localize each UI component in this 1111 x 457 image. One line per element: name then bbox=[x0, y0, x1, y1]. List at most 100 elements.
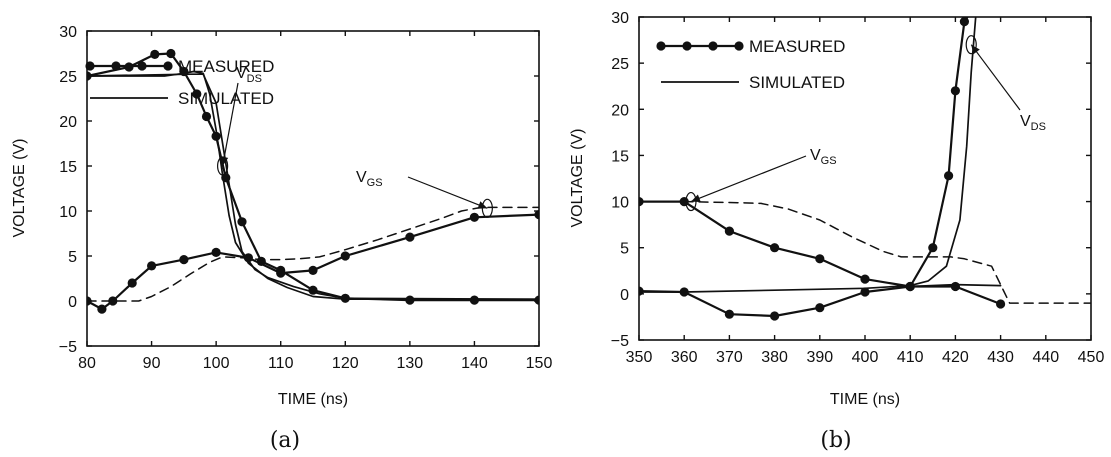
data-point-a-1-5 bbox=[179, 255, 189, 265]
series-group-a bbox=[87, 48, 539, 314]
annotations-group-b: VGS VDS bbox=[685, 35, 1046, 212]
data-point-a-0-2 bbox=[150, 49, 160, 60]
data-point-a-0-9 bbox=[237, 217, 247, 227]
data-point-b-1-5 bbox=[860, 287, 870, 297]
y-tick-label-a-2: 5 bbox=[68, 249, 77, 266]
series-a-4-dashed-line bbox=[87, 206, 539, 302]
series-group-b bbox=[639, 3, 1091, 321]
legend-marker-b-0-1 bbox=[682, 41, 692, 51]
x-tick-label-b-8: 430 bbox=[987, 349, 1014, 366]
annotation-arrow-a-1 bbox=[407, 176, 488, 209]
data-point-b-0-2 bbox=[724, 226, 735, 236]
annotation-arrow-b-1 bbox=[970, 44, 1021, 111]
plot-frame-a bbox=[86, 30, 540, 347]
y-tick-label-a-3: 10 bbox=[59, 204, 77, 221]
data-point-b-1-2 bbox=[724, 309, 735, 319]
x-tick-label-b-7: 420 bbox=[942, 349, 969, 366]
data-point-b-1-8 bbox=[944, 171, 954, 181]
annotation-ellipse-a-0 bbox=[217, 156, 229, 176]
data-point-a-1-13 bbox=[534, 210, 539, 220]
series-b-3-simulated-line bbox=[639, 17, 977, 293]
x-tick-label-a-4: 120 bbox=[332, 355, 359, 372]
data-point-a-1-3 bbox=[127, 278, 137, 288]
data-point-b-0-5 bbox=[860, 274, 870, 284]
data-point-a-0-5 bbox=[192, 89, 202, 99]
series-b-4-simulated-line bbox=[909, 283, 1002, 288]
data-point-b-1-10 bbox=[959, 17, 970, 27]
legend-marker-a-0-2 bbox=[137, 61, 147, 71]
y-axis-title-b: VOLTAGE (V) bbox=[569, 129, 586, 228]
chart-b: 350 360 370 380 390 400 410 420 430 440 450 −5 0 5 10 1… bbox=[569, 3, 1105, 453]
x-tick-label-b-0: 350 bbox=[626, 349, 653, 366]
data-point-b-0-4 bbox=[815, 254, 825, 264]
annotations-group-a: VDS VGS bbox=[217, 65, 493, 218]
y-axis-title-a: VOLTAGE (V) bbox=[11, 139, 28, 238]
x-tick-label-b-3: 380 bbox=[761, 349, 788, 366]
legend-marker-a-0-3 bbox=[163, 61, 173, 71]
legend-b: MEASURED SIMULATED bbox=[656, 37, 845, 92]
x-tick-label-b-5: 400 bbox=[852, 349, 879, 366]
chart-a: 80 90 100 110 120 130 140 150 −5 0 5 10 15 20 25 30 VDS… bbox=[11, 24, 552, 453]
x-tick-label-b-6: 410 bbox=[897, 349, 924, 366]
legend-marker-a-0-1 bbox=[111, 61, 121, 71]
caption-b: (b) bbox=[820, 428, 851, 453]
legend-marker-b-0-3 bbox=[734, 41, 744, 51]
legend-marker-a-0-0 bbox=[85, 61, 95, 71]
y-tick-label-b-6: 25 bbox=[611, 56, 629, 73]
data-point-b-2-2 bbox=[996, 299, 1006, 309]
y-tick-label-a-6: 25 bbox=[59, 69, 77, 86]
series-b-5-dashed-line bbox=[639, 200, 1091, 304]
x-tick-label-a-6: 140 bbox=[461, 355, 488, 372]
data-point-a-1-1 bbox=[97, 304, 107, 314]
data-point-a-0-3 bbox=[166, 48, 176, 59]
ticks-group-a: 80 90 100 110 120 130 140 150 −5 0 5 10 15 20 25 30 bbox=[59, 24, 553, 372]
x-axis-title-a: TIME (ns) bbox=[278, 391, 348, 408]
y-tick-label-b-0: −5 bbox=[611, 333, 629, 350]
data-point-a-0-14 bbox=[405, 295, 415, 305]
x-tick-label-b-10: 450 bbox=[1078, 349, 1105, 366]
y-tick-label-a-4: 15 bbox=[59, 159, 77, 176]
legend-label-b-0: MEASURED bbox=[749, 37, 845, 56]
ticks-group-b: 350 360 370 380 390 400 410 420 430 440 450 −5 0 5 10 1… bbox=[611, 10, 1105, 366]
data-point-b-0-3 bbox=[770, 243, 780, 253]
x-tick-label-a-3: 110 bbox=[268, 355, 294, 372]
legend-marker-b-0-2 bbox=[708, 41, 718, 51]
y-tick-label-b-7: 30 bbox=[611, 10, 629, 27]
annotation-ellipse-b-0 bbox=[685, 191, 697, 212]
annotation-ellipse-b-1 bbox=[965, 35, 977, 55]
x-tick-label-a-2: 100 bbox=[203, 355, 230, 372]
x-tick-label-a-7: 150 bbox=[526, 355, 553, 372]
data-point-b-1-11 bbox=[969, 3, 978, 12]
x-tick-label-a-1: 90 bbox=[143, 355, 161, 372]
x-tick-label-a-5: 130 bbox=[397, 355, 424, 372]
data-point-b-1-7 bbox=[928, 243, 938, 253]
legend-label-a-1: SIMULATED bbox=[178, 89, 274, 108]
legend-marker-b-0-0 bbox=[656, 41, 666, 51]
y-tick-label-b-5: 20 bbox=[611, 102, 629, 119]
data-point-a-1-11 bbox=[405, 232, 415, 242]
data-point-b-1-3 bbox=[770, 311, 780, 321]
data-point-a-1-8 bbox=[276, 268, 286, 278]
x-tick-label-b-9: 440 bbox=[1032, 349, 1059, 366]
data-point-a-1-10 bbox=[340, 251, 350, 261]
data-point-a-1-4 bbox=[147, 261, 157, 271]
caption-a: (a) bbox=[270, 428, 300, 453]
data-point-a-1-12 bbox=[469, 212, 479, 222]
y-tick-label-a-5: 20 bbox=[59, 114, 77, 131]
data-point-a-1-9 bbox=[308, 265, 318, 275]
legend-label-a-0: MEASURED bbox=[178, 57, 274, 76]
annotation-arrow-b-0 bbox=[690, 155, 807, 203]
annotation-label-a-0: VDS bbox=[236, 65, 262, 85]
x-tick-label-a-0: 80 bbox=[78, 355, 96, 372]
annotation-label-a-1: VGS bbox=[356, 169, 383, 189]
x-tick-label-b-2: 370 bbox=[716, 349, 743, 366]
series-a-2-simulated-line bbox=[87, 70, 539, 301]
data-point-b-1-9 bbox=[950, 86, 961, 96]
annotation-label-b-1: VDS bbox=[1020, 113, 1046, 133]
y-tick-label-b-3: 10 bbox=[611, 195, 629, 212]
data-point-a-0-6 bbox=[201, 111, 212, 122]
y-tick-label-a-1: 0 bbox=[68, 294, 77, 311]
data-point-a-0-16 bbox=[534, 295, 539, 305]
series-b-1-measured-line bbox=[639, 17, 969, 318]
